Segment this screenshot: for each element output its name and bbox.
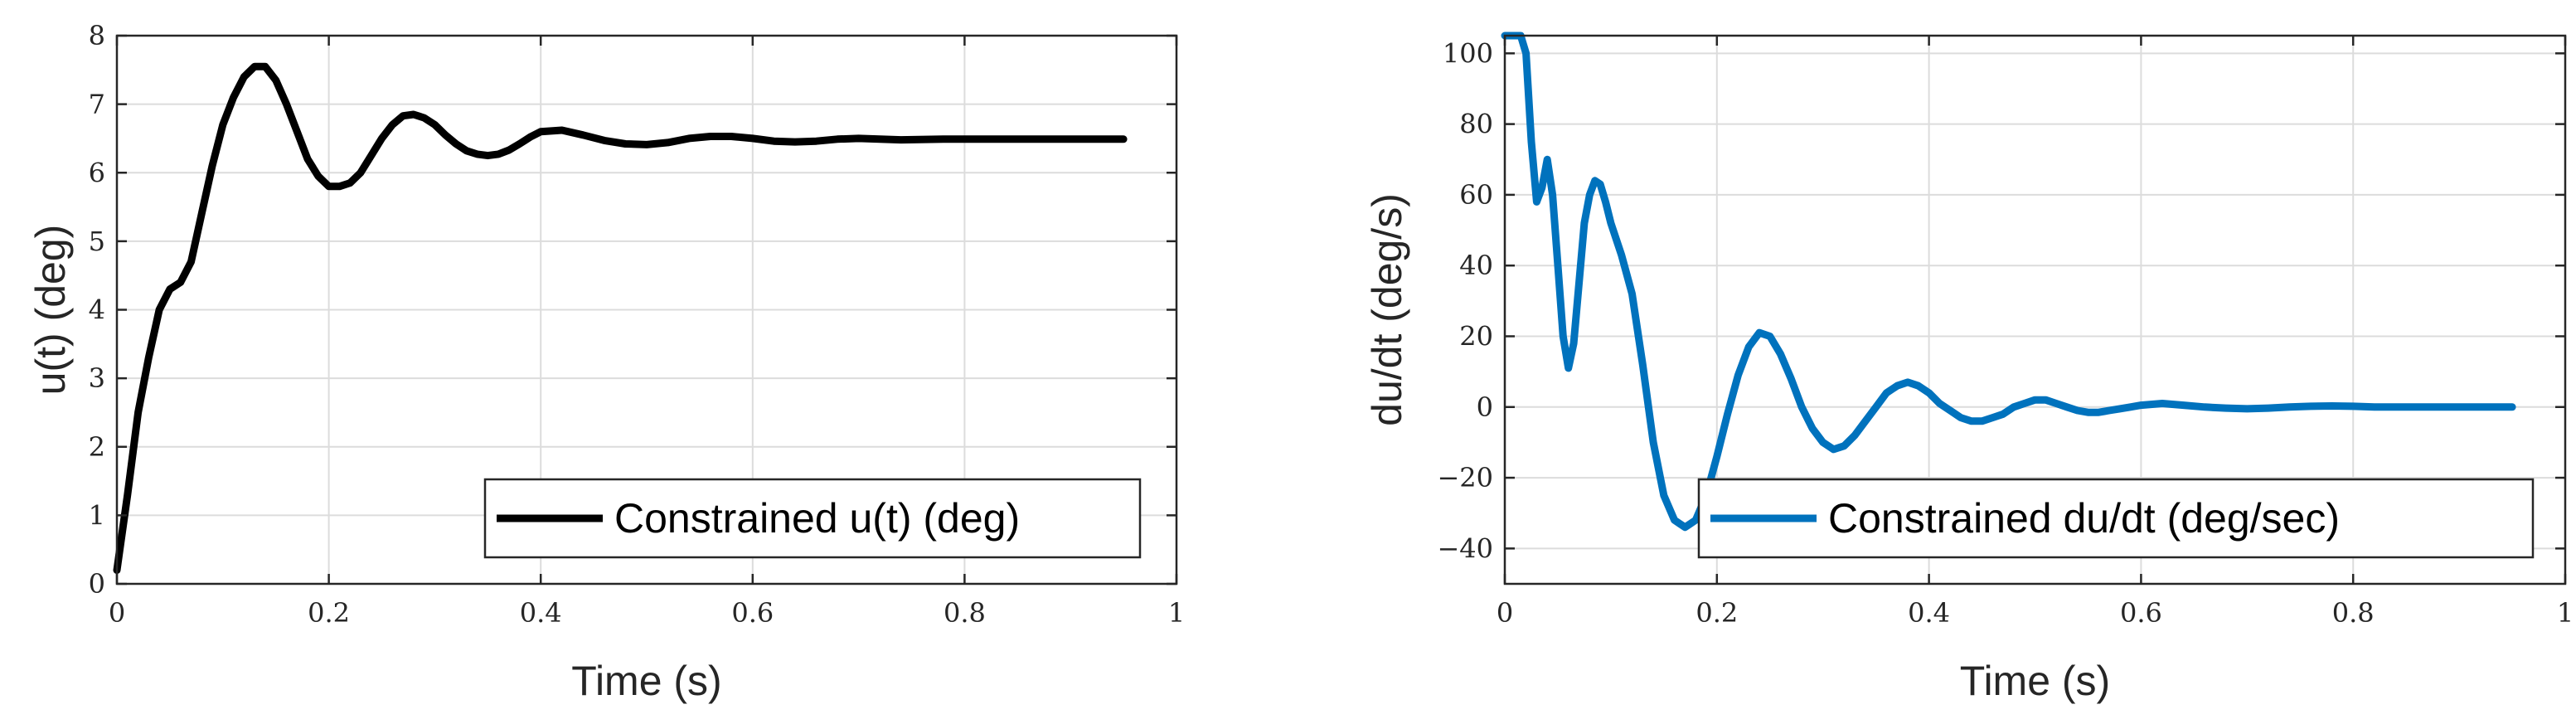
y-tick-label: 3 — [89, 362, 105, 394]
x-tick-label: 0.6 — [2120, 597, 2162, 629]
y-tick-label: 20 — [1459, 320, 1493, 352]
legend-box — [1697, 478, 2535, 559]
x-tick-label: 0 — [1497, 597, 1513, 629]
series-line-du-dt — [1501, 32, 2516, 532]
x-axis-label: Time (s) — [571, 658, 721, 704]
y-axis-label: du/dt (deg/s) — [1364, 193, 1410, 426]
chart-u-of-t: 0 0.2 0.4 0.6 0.8 1 0 1 2 3 4 5 6 7 8 Time (s) u(t) (deg… — [27, 20, 1185, 704]
x-tick-label: 0.2 — [308, 597, 350, 629]
legend-label: Constrained du/dt (deg/sec) — [1828, 495, 2340, 542]
y-tick-label: 80 — [1459, 109, 1493, 140]
legend: Constrained du/dt (deg/sec) — [1697, 478, 2535, 559]
x-tick-label: 0.8 — [2332, 597, 2375, 629]
legend-label: Constrained u(t) (deg) — [614, 495, 1020, 542]
y-tick-label: 1 — [89, 499, 105, 531]
x-tick-label: 1 — [1168, 597, 1185, 629]
legend: Constrained u(t) (deg) — [483, 478, 1142, 559]
y-tick-label: 6 — [89, 157, 105, 188]
y-tick-label: 0 — [1477, 391, 1493, 423]
series-line-u-of-t — [113, 62, 1128, 574]
y-tick-label: 40 — [1459, 250, 1493, 281]
y-tick-label: 5 — [89, 226, 105, 257]
y-tick-label: 7 — [89, 89, 105, 120]
x-tick-label: 0 — [109, 597, 125, 629]
y-tick-label: 4 — [89, 294, 105, 326]
y-tick-label: −40 — [1437, 532, 1493, 564]
y-tick-label: 2 — [89, 431, 105, 463]
y-tick-label: 0 — [89, 568, 105, 600]
x-tick-label: 0.8 — [944, 597, 986, 629]
y-tick-label: −20 — [1437, 462, 1493, 493]
chart-du-dt: 0 0.2 0.4 0.6 0.8 1 −40 −20 0 20 40 60 80 100 Time (s)… — [1364, 32, 2574, 704]
x-tick-label: 0.6 — [731, 597, 774, 629]
x-axis-label: Time (s) — [1960, 658, 2110, 704]
y-tick-label: 100 — [1443, 37, 1493, 69]
y-tick-label: 60 — [1459, 179, 1493, 211]
y-axis-label: u(t) (deg) — [27, 225, 74, 396]
x-tick-label: 1 — [2557, 597, 2574, 629]
x-tick-label: 0.4 — [520, 597, 562, 629]
axes-box — [1503, 34, 2567, 586]
y-tick-label: 8 — [89, 20, 105, 51]
x-tick-label: 0.4 — [1908, 597, 1950, 629]
x-tick-label: 0.2 — [1696, 597, 1738, 629]
